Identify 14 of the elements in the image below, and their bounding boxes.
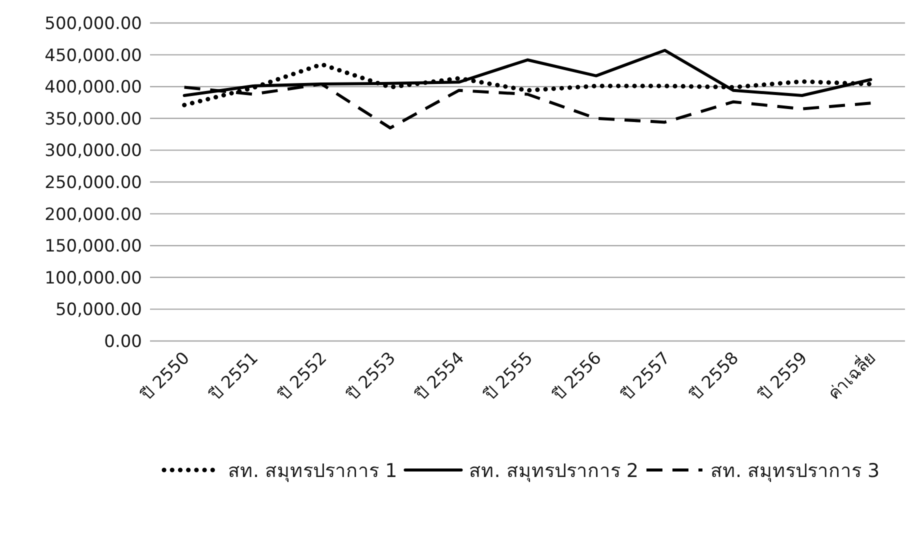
y-tick-label: 500,000.00 [44,14,142,34]
y-tick-label: 250,000.00 [44,173,142,193]
legend-label: สท. สมุทรปราการ 2 [469,460,638,483]
legend-label: สท. สมุทรปราการ 1 [228,460,398,483]
y-tick-label: 200,000.00 [44,204,142,225]
legend-label: สท. สมุทรปราการ 3 [710,460,880,483]
y-tick-label: 300,000.00 [44,141,142,162]
y-tick-label: 450,000.00 [44,46,142,66]
y-tick-label: 400,000.00 [44,78,142,98]
y-tick-label: 150,000.00 [44,236,142,257]
y-tick-label: 100,000.00 [44,268,142,288]
y-tick-label: 0.00 [104,332,142,352]
y-tick-label: 350,000.00 [44,109,142,130]
y-tick-label: 50,000.00 [55,300,142,320]
